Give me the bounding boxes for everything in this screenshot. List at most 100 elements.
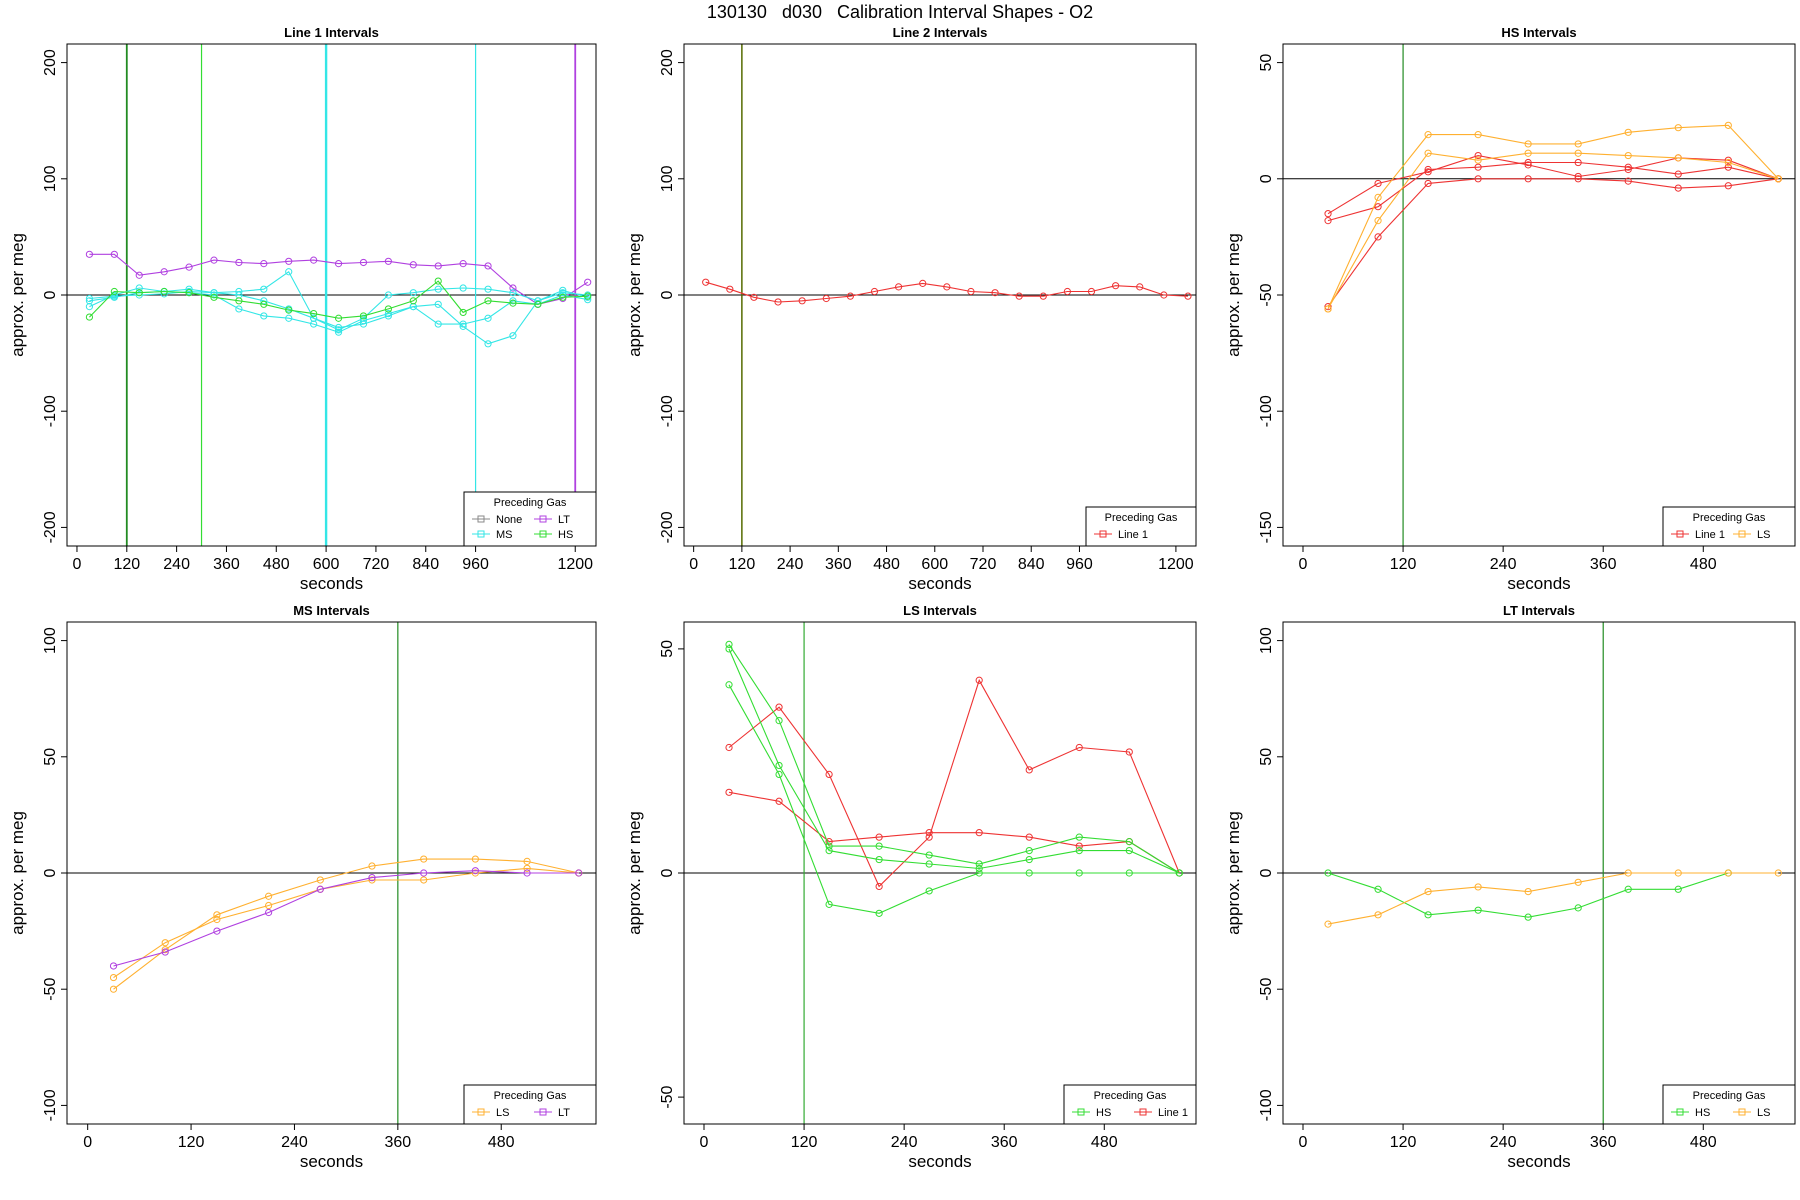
x-tick-label: 480 bbox=[488, 1134, 515, 1151]
data-point bbox=[1075, 743, 1083, 752]
series-line bbox=[1327, 124, 1779, 310]
data-point bbox=[334, 314, 343, 322]
x-tick-label: 0 bbox=[689, 556, 698, 573]
data-point bbox=[1724, 163, 1732, 171]
data-point bbox=[160, 268, 168, 276]
legend: Preceding Gas Line 1 LS bbox=[1662, 506, 1796, 547]
data-point bbox=[484, 314, 492, 322]
data-point bbox=[925, 851, 933, 859]
data-point bbox=[1474, 151, 1482, 160]
y-axis-label: approx. per meg bbox=[625, 233, 644, 357]
legend-swatch-marker bbox=[477, 515, 485, 523]
data-point bbox=[775, 761, 783, 770]
series-line bbox=[89, 253, 589, 305]
x-tick-label: 360 bbox=[1590, 556, 1617, 573]
data-point bbox=[85, 313, 94, 321]
data-point bbox=[1524, 149, 1532, 157]
data-point bbox=[875, 842, 883, 850]
panel-title: HS Intervals bbox=[1501, 25, 1576, 40]
x-tick-label: 120 bbox=[1390, 556, 1417, 573]
legend: Preceding Gas Line 1 bbox=[1085, 506, 1197, 547]
x-tick-label: 360 bbox=[384, 1134, 411, 1151]
legend-swatch-marker bbox=[1077, 1108, 1085, 1116]
panel-6: LT Intervals 0 120 240 360 480 -100 -50 0 50 100 se… bbox=[1224, 603, 1796, 1171]
legend: Preceding Gas HS LS bbox=[1662, 1084, 1796, 1125]
data-point bbox=[1774, 175, 1782, 183]
data-point bbox=[750, 293, 758, 301]
data-point bbox=[484, 285, 492, 293]
legend-swatch-marker bbox=[1139, 1108, 1147, 1116]
data-point bbox=[775, 770, 783, 778]
y-tick-label: 200 bbox=[659, 49, 676, 76]
series-group bbox=[1324, 121, 1782, 313]
data-point bbox=[1524, 161, 1532, 169]
data-point bbox=[534, 300, 542, 308]
series-line bbox=[1327, 155, 1779, 215]
data-point bbox=[1374, 217, 1382, 225]
data-point bbox=[509, 297, 517, 305]
data-point bbox=[434, 277, 442, 285]
x-tick-label: 120 bbox=[178, 1134, 205, 1151]
data-point bbox=[991, 289, 999, 297]
data-point bbox=[975, 869, 983, 877]
data-point bbox=[1474, 156, 1482, 164]
legend-title: Preceding Gas bbox=[1693, 512, 1766, 524]
data-point bbox=[1424, 911, 1432, 919]
series-line bbox=[89, 270, 588, 331]
panel-title: MS Intervals bbox=[293, 603, 370, 618]
data-point bbox=[1524, 913, 1532, 921]
data-point bbox=[1474, 883, 1482, 891]
data-point bbox=[1524, 140, 1532, 148]
y-tick-label: -50 bbox=[1258, 978, 1275, 1001]
data-point bbox=[975, 864, 983, 873]
y-tick-label: 50 bbox=[42, 748, 59, 766]
legend: Preceding Gas None LT MS HS bbox=[463, 491, 597, 547]
x-tick-label: 480 bbox=[1690, 1134, 1717, 1151]
data-point bbox=[213, 911, 221, 919]
legend-box bbox=[1662, 506, 1796, 547]
data-point bbox=[368, 862, 376, 870]
data-point bbox=[384, 257, 392, 265]
data-point bbox=[1524, 158, 1532, 167]
data-point bbox=[1674, 124, 1682, 132]
data-point bbox=[509, 289, 517, 297]
data-point bbox=[260, 312, 268, 320]
x-tick-label: 360 bbox=[1590, 1134, 1617, 1151]
data-point bbox=[725, 788, 733, 796]
data-point bbox=[420, 876, 428, 884]
data-point bbox=[185, 289, 193, 297]
legend: Preceding Gas LS LT bbox=[463, 1084, 597, 1125]
x-tick-label: 0 bbox=[700, 1134, 709, 1151]
y-tick-label: 200 bbox=[42, 49, 59, 76]
y-tick-label: 0 bbox=[1258, 868, 1275, 877]
y-tick-label: -50 bbox=[659, 1085, 676, 1108]
data-point bbox=[559, 286, 567, 294]
x-tick-label: 0 bbox=[1299, 1134, 1308, 1151]
data-point bbox=[265, 901, 273, 910]
data-point bbox=[875, 855, 883, 864]
data-point bbox=[1324, 210, 1332, 218]
x-tick-label: 480 bbox=[1091, 1134, 1118, 1151]
legend: Preceding Gas HS Line 1 bbox=[1063, 1084, 1197, 1125]
data-point bbox=[825, 770, 833, 778]
data-point bbox=[1424, 131, 1432, 139]
data-point bbox=[285, 306, 293, 314]
data-point bbox=[420, 869, 428, 877]
data-point bbox=[775, 717, 783, 725]
data-point bbox=[1624, 165, 1632, 174]
data-point bbox=[822, 294, 830, 303]
data-point bbox=[110, 250, 118, 258]
data-point bbox=[384, 291, 392, 299]
data-point bbox=[1025, 833, 1033, 841]
legend-entry-label: LS bbox=[1757, 529, 1770, 541]
data-point bbox=[285, 268, 293, 276]
legend-entry-label: MS bbox=[496, 529, 513, 541]
data-point bbox=[484, 340, 492, 348]
panel-title: Line 2 Intervals bbox=[893, 25, 988, 40]
series-group bbox=[1324, 869, 1782, 928]
data-point bbox=[1175, 869, 1183, 877]
panel-4: MS Intervals 0 120 240 360 480 -100 -50 0 50 100 se… bbox=[8, 603, 597, 1171]
data-point bbox=[161, 939, 169, 947]
data-point bbox=[210, 289, 218, 297]
x-tick-label: 240 bbox=[163, 556, 190, 573]
